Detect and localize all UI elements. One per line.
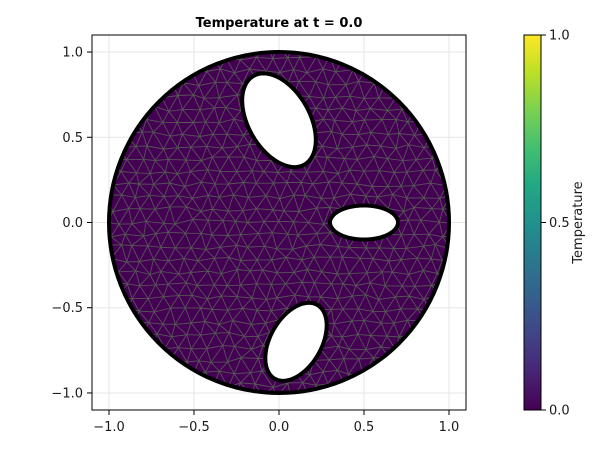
colorbar-tick-label-2: 1.0 (549, 29, 570, 44)
x-tick-label-3: 0.5 (354, 420, 375, 435)
hole-boundary-3 (263, 300, 329, 383)
hole-boundary-2 (327, 203, 401, 242)
x-axis-ticks: −1.0 −0.5 0.0 0.5 1.0 (93, 410, 459, 435)
y-tick-label-0: −1.0 (51, 386, 83, 401)
y-axis-ticks: −1.0 −0.5 0.0 0.5 1.0 (51, 46, 92, 401)
chart-title: Temperature at t = 0.0 (196, 16, 363, 31)
x-tick-label-0: −1.0 (93, 420, 125, 435)
hole-boundary-1 (240, 71, 318, 170)
outer-boundary (106, 50, 452, 395)
colorbar-ticks: 0.0 0.5 1.0 (541, 29, 570, 419)
colorbar-tick-label-0: 0.0 (549, 404, 570, 419)
y-tick-label-2: 0.0 (62, 216, 83, 231)
x-tick-label-1: −0.5 (178, 420, 210, 435)
colorbar: 0.0 0.5 1.0 Temperature (523, 29, 586, 419)
x-tick-label-2: 0.0 (269, 420, 290, 435)
colorbar-gradient (523, 34, 542, 411)
colorbar-label: Temperature (571, 181, 586, 264)
y-tick-label-3: 0.5 (62, 131, 83, 146)
x-tick-label-4: 1.0 (439, 420, 460, 435)
y-tick-label-1: −0.5 (51, 301, 83, 316)
domain-boundaries (106, 50, 452, 395)
colorbar-tick-label-1: 0.5 (549, 216, 570, 231)
y-tick-label-4: 1.0 (62, 46, 83, 61)
